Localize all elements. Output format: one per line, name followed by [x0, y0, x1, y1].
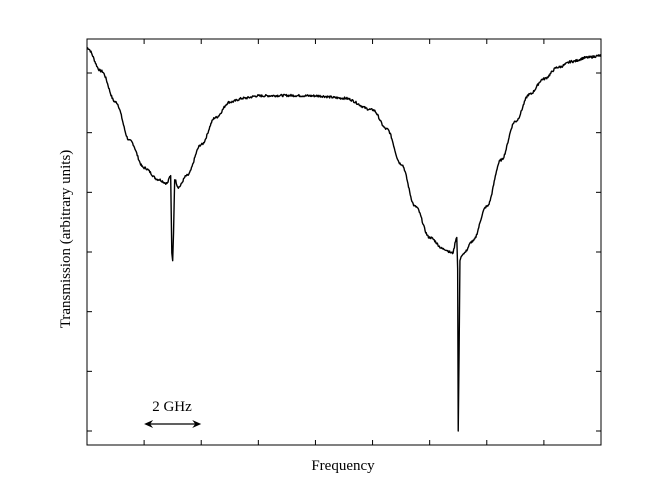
scale-bar: 2 GHz [144, 399, 202, 428]
plot-area [87, 47, 601, 432]
x-axis-label: Frequency [311, 458, 375, 474]
scale-bar-arrow-left [144, 420, 154, 428]
series-line [87, 47, 601, 432]
plot-border [86, 38, 602, 446]
scale-bar-arrow-right [192, 420, 202, 428]
scale-bar-label: 2 GHz [152, 399, 192, 415]
y-axis-label: Transmission (arbitrary units) [58, 150, 74, 329]
axis-ticks [87, 39, 601, 445]
plot-frame [86, 38, 602, 446]
